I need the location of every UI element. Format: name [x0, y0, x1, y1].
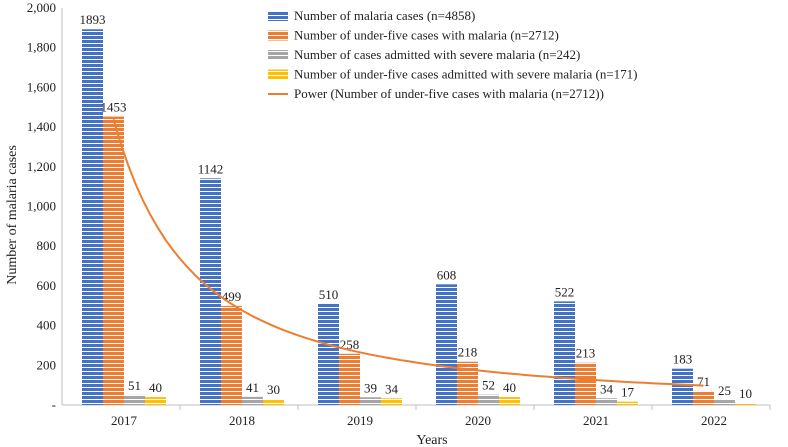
data-label: 10 — [739, 386, 752, 401]
data-label: 71 — [697, 374, 710, 389]
bar-2021-series-3 — [617, 401, 638, 405]
legend-swatch-2 — [268, 50, 288, 60]
y-tick-label: 1,400 — [27, 119, 56, 134]
data-label: 51 — [128, 378, 141, 393]
x-tick-label: 2020 — [465, 413, 491, 428]
data-label: 522 — [555, 284, 575, 299]
bar-2020-series-2 — [478, 394, 499, 405]
y-tick-label: - — [52, 397, 56, 412]
legend-swatch-0 — [268, 11, 288, 21]
y-tick-label: 800 — [37, 238, 57, 253]
legend-label-0: Number of malaria cases (n=4858) — [294, 8, 475, 23]
bar-2019-series-2 — [360, 397, 381, 405]
bar-2022-series-0 — [672, 368, 693, 405]
legend-swatch-3 — [268, 69, 288, 80]
bar-2017-series-2 — [124, 394, 145, 405]
y-tick-label: 2,000 — [27, 0, 56, 15]
bar-2017-series-0 — [82, 29, 103, 405]
data-label: 183 — [673, 352, 693, 367]
data-label: 213 — [576, 346, 596, 361]
bar-2021-series-2 — [596, 398, 617, 405]
legend-swatch-1 — [268, 30, 288, 41]
bar-2022-series-3 — [735, 403, 756, 405]
data-label: 510 — [319, 287, 339, 302]
y-axis-title: Number of malaria cases — [5, 145, 20, 285]
data-label: 1893 — [80, 12, 106, 27]
y-tick-label: 1,000 — [27, 199, 56, 214]
data-label: 39 — [364, 380, 377, 395]
bar-2018-series-0 — [200, 178, 221, 405]
data-label: 218 — [458, 345, 478, 360]
bar-2021-series-1 — [575, 362, 596, 405]
bar-2017-series-1 — [103, 116, 124, 405]
bar-2020-series-1 — [457, 361, 478, 405]
legend-label-trendline: Power (Number of under-five cases with m… — [294, 86, 604, 101]
data-label: 499 — [222, 289, 242, 304]
data-label: 41 — [246, 380, 259, 395]
bar-2020-series-0 — [436, 284, 457, 405]
bar-2018-series-2 — [242, 396, 263, 405]
bar-2022-series-1 — [693, 390, 714, 405]
bar-2018-series-3 — [263, 399, 284, 405]
y-tick-label: 400 — [37, 318, 57, 333]
x-tick-label: 2017 — [111, 413, 138, 428]
data-label: 40 — [503, 380, 516, 395]
data-label: 608 — [437, 267, 457, 282]
x-tick-label: 2019 — [347, 413, 373, 428]
x-tick-label: 2018 — [229, 413, 255, 428]
bar-2019-series-1 — [339, 353, 360, 405]
bar-2020-series-3 — [499, 397, 520, 405]
y-tick-label: 1,200 — [27, 159, 56, 174]
data-label: 1142 — [198, 161, 224, 176]
bar-2022-series-2 — [714, 400, 735, 405]
data-label: 30 — [267, 382, 280, 397]
legend: Number of malaria cases (n=4858) Number o… — [268, 8, 638, 101]
legend-label-1: Number of under-five cases with malaria … — [294, 28, 559, 43]
y-tick-label: 200 — [37, 357, 57, 372]
bar-2017-series-3 — [145, 397, 166, 405]
y-tick-label: 1,800 — [27, 40, 56, 55]
x-axis-title: Years — [416, 433, 447, 447]
data-label: 40 — [149, 380, 162, 395]
bar-2019-series-3 — [381, 398, 402, 405]
x-tick-label: 2022 — [701, 413, 727, 428]
data-label: 34 — [600, 381, 614, 396]
data-label: 17 — [621, 385, 635, 400]
legend-label-2: Number of cases admitted with severe mal… — [294, 47, 580, 62]
plot-area: - 200 400 600 800 1,000 1,200 1,400 1,600 1,800 2,… — [27, 0, 771, 428]
trendline-power — [112, 118, 704, 387]
data-label: 25 — [718, 383, 731, 398]
bar-2019-series-0 — [318, 303, 339, 405]
legend-label-3: Number of under-five cases admitted with… — [294, 67, 638, 82]
data-label: 52 — [482, 378, 495, 393]
data-label: 34 — [385, 381, 399, 396]
y-tick-label: 1,600 — [27, 79, 56, 94]
bar-2021-series-0 — [554, 301, 575, 405]
bar-2018-series-1 — [221, 305, 242, 405]
y-tick-label: 600 — [37, 278, 57, 293]
data-label: 1453 — [101, 100, 127, 115]
x-tick-label: 2021 — [583, 413, 609, 428]
